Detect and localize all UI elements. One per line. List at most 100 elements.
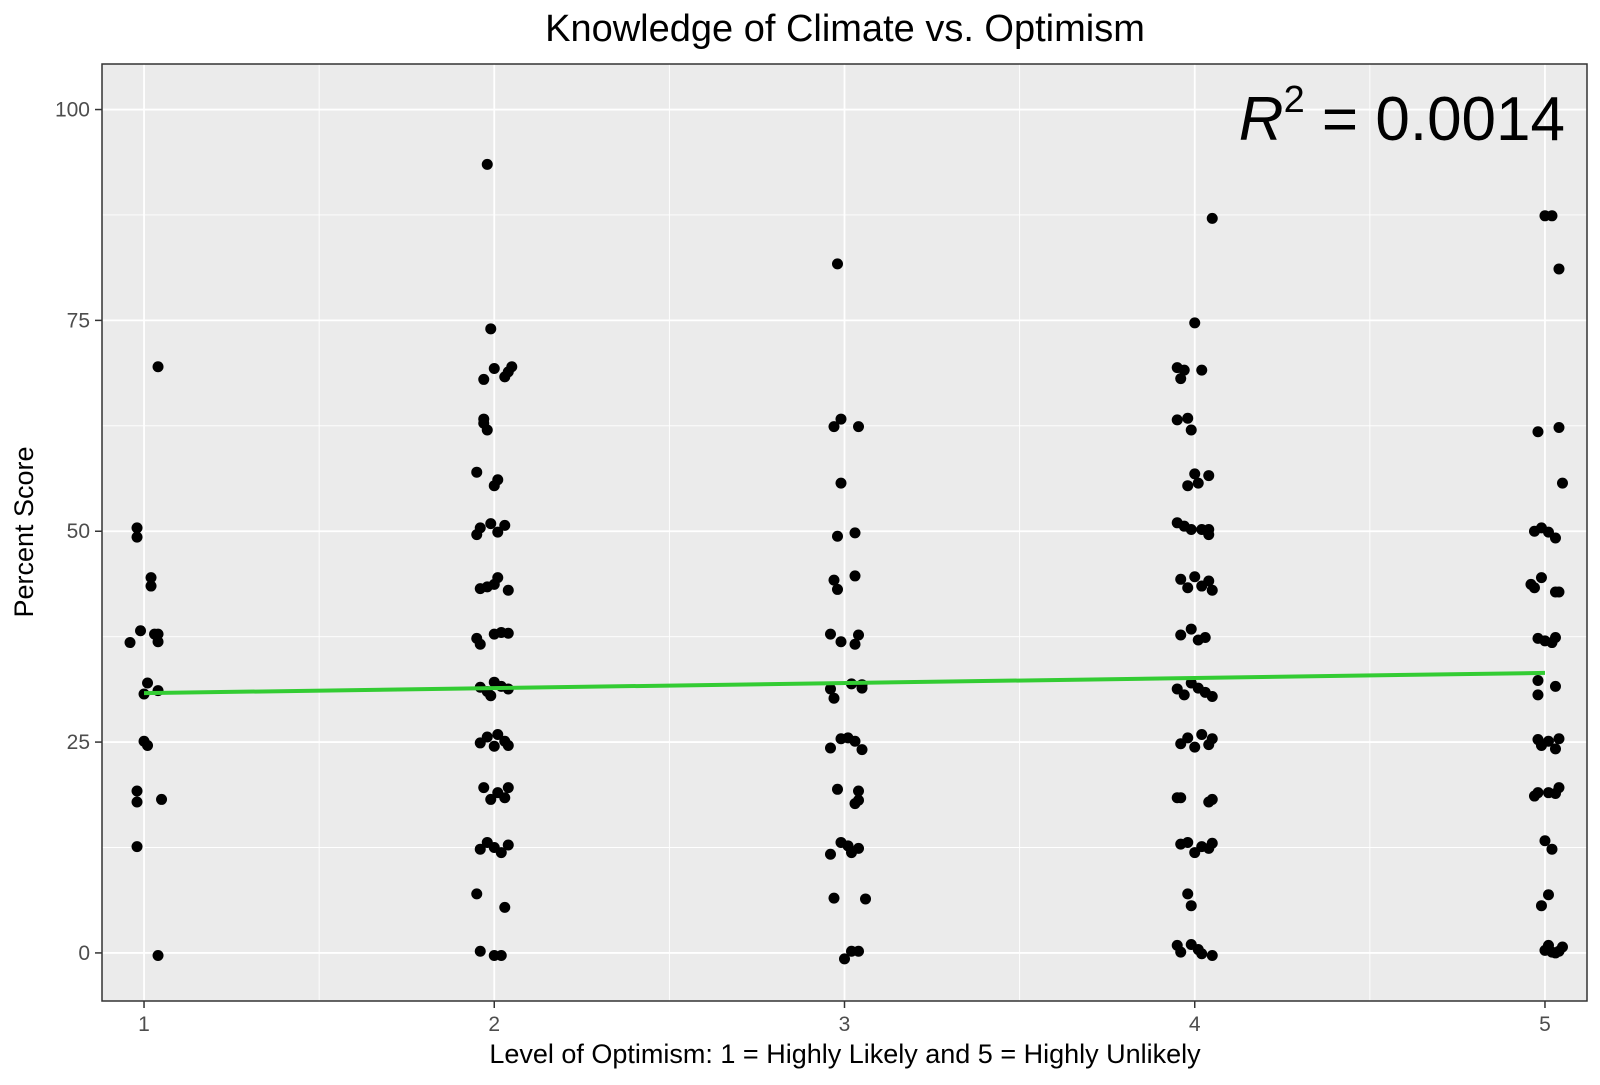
- data-point: [474, 843, 486, 855]
- data-point: [492, 474, 504, 486]
- data-point: [142, 677, 154, 689]
- data-point: [1535, 572, 1547, 584]
- data-point: [152, 949, 164, 961]
- data-point: [824, 848, 836, 860]
- data-point: [1553, 586, 1565, 598]
- y-tick-label: 100: [55, 99, 90, 122]
- data-point: [502, 782, 514, 794]
- data-point: [1549, 632, 1561, 644]
- data-point: [499, 901, 511, 913]
- data-point: [1185, 623, 1197, 635]
- data-point: [1206, 584, 1218, 596]
- data-point: [835, 413, 847, 425]
- data-point: [1182, 480, 1194, 492]
- chart-title: Knowledge of Climate vs. Optimism: [545, 8, 1145, 50]
- data-point: [478, 373, 490, 385]
- data-point: [502, 839, 514, 851]
- data-point: [488, 362, 500, 374]
- data-point: [124, 637, 136, 649]
- data-point: [131, 531, 143, 543]
- data-point: [849, 570, 861, 582]
- r-squared-annotation: R2 = 0.0014: [1239, 79, 1565, 154]
- data-point: [1199, 632, 1211, 644]
- data-point: [142, 739, 154, 751]
- data-point: [831, 783, 843, 795]
- data-point: [835, 477, 847, 489]
- data-point: [492, 728, 504, 740]
- data-point: [1553, 733, 1565, 745]
- data-point: [474, 945, 486, 957]
- data-point: [1539, 835, 1551, 847]
- data-point: [860, 893, 872, 905]
- data-point: [1556, 941, 1568, 953]
- data-point: [1553, 421, 1565, 433]
- x-axis: 1 2 3 4 5: [138, 1001, 1551, 1036]
- data-point: [1189, 571, 1201, 583]
- data-point: [1542, 889, 1554, 901]
- data-point: [1185, 524, 1197, 536]
- data-point: [1203, 575, 1215, 587]
- data-point: [824, 742, 836, 754]
- data-point: [1203, 470, 1215, 482]
- x-tick-label: 5: [1539, 1013, 1551, 1036]
- data-point: [502, 584, 514, 596]
- data-point: [131, 785, 143, 797]
- data-points: [124, 158, 1568, 965]
- data-point: [1182, 582, 1194, 594]
- data-point: [471, 466, 483, 478]
- data-point: [853, 421, 865, 433]
- data-point: [481, 424, 493, 436]
- data-point: [492, 526, 504, 538]
- data-point: [131, 796, 143, 808]
- data-point: [152, 636, 164, 648]
- data-point: [1196, 728, 1208, 740]
- data-point: [824, 628, 836, 640]
- data-point: [1175, 629, 1187, 641]
- y-tick-label: 50: [67, 520, 90, 543]
- data-point: [1556, 477, 1568, 489]
- data-point: [824, 683, 836, 695]
- data-point: [853, 629, 865, 641]
- data-point: [481, 731, 493, 743]
- data-point: [831, 583, 843, 595]
- data-point: [502, 627, 514, 639]
- data-point: [1546, 843, 1558, 855]
- r-squared-variable: R: [1239, 85, 1284, 154]
- y-axis-title: Percent Score: [9, 446, 39, 617]
- data-point: [145, 572, 157, 584]
- data-point: [1206, 691, 1218, 703]
- data-point: [1206, 949, 1218, 961]
- regression-line-group: [143, 670, 1546, 696]
- data-point: [1206, 837, 1218, 849]
- data-point: [502, 739, 514, 751]
- data-point: [1196, 948, 1208, 960]
- data-point: [828, 892, 840, 904]
- y-tick-label: 75: [67, 309, 90, 332]
- data-point: [831, 258, 843, 270]
- data-point: [499, 519, 511, 531]
- data-point: [1528, 582, 1540, 594]
- data-point: [853, 945, 865, 957]
- data-point: [1206, 212, 1218, 224]
- data-point: [1175, 792, 1187, 804]
- data-point: [478, 782, 490, 794]
- x-axis-title: Level of Optimism: 1 = Highly Likely and…: [489, 1039, 1201, 1069]
- data-point: [1532, 787, 1544, 799]
- data-point: [1189, 741, 1201, 753]
- data-point: [1175, 946, 1187, 958]
- data-point: [828, 692, 840, 704]
- x-tick-label: 1: [138, 1013, 150, 1036]
- regression-line: [143, 670, 1546, 696]
- data-point: [1178, 689, 1190, 701]
- data-point: [474, 638, 486, 650]
- data-point: [495, 847, 507, 859]
- x-tick-label: 4: [1189, 1013, 1201, 1036]
- data-point: [1185, 900, 1197, 912]
- data-point: [828, 421, 840, 433]
- data-point: [849, 527, 861, 539]
- data-point: [856, 744, 868, 756]
- y-axis: 0 25 50 75 100: [55, 99, 102, 965]
- data-point: [1532, 426, 1544, 438]
- data-point: [1182, 412, 1194, 424]
